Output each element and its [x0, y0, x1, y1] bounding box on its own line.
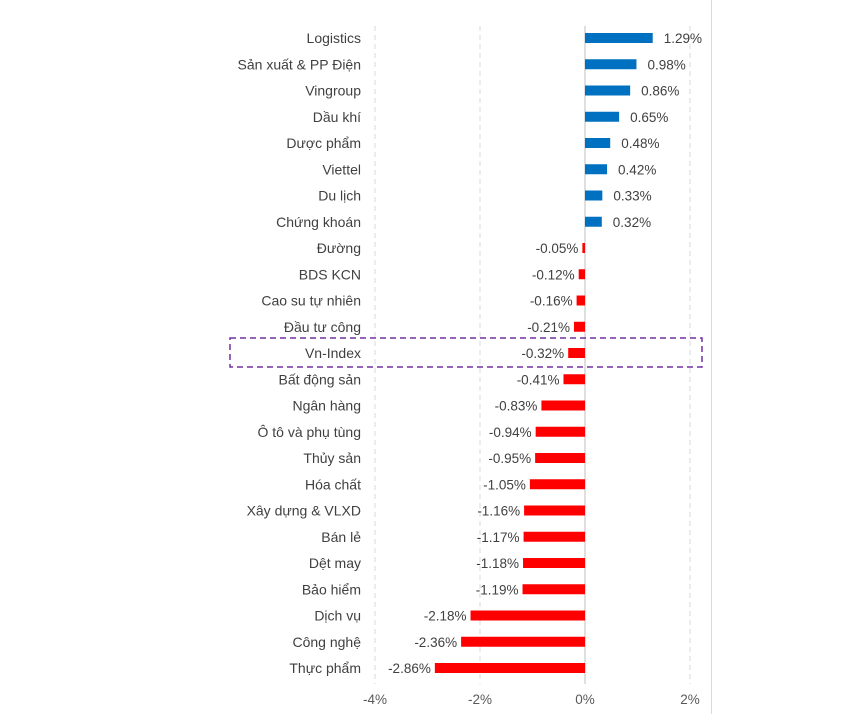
bar: [585, 33, 653, 43]
category-label: Công nghệ: [292, 634, 361, 650]
value-label: 0.48%: [621, 136, 659, 151]
bar: [576, 295, 585, 306]
value-label: 0.65%: [630, 110, 668, 125]
category-label: Du lịch: [318, 188, 361, 204]
value-label: 0.86%: [641, 84, 679, 99]
x-tick-label: -2%: [468, 692, 492, 707]
value-label: -2.18%: [424, 609, 467, 624]
value-label: -1.18%: [476, 556, 519, 571]
bar: [585, 59, 637, 70]
bar: [578, 269, 585, 280]
bar: [585, 164, 608, 175]
category-label: Sản xuất & PP Điện: [238, 56, 361, 72]
category-label: Dược phẩm: [286, 135, 361, 151]
value-label: 0.42%: [618, 162, 656, 177]
value-label: 0.33%: [613, 189, 651, 204]
value-label: -0.83%: [495, 399, 538, 414]
value-label: -0.16%: [530, 294, 573, 309]
value-label: -0.41%: [517, 372, 560, 387]
value-label: 0.98%: [647, 57, 685, 72]
value-label: 1.29%: [664, 31, 702, 46]
category-label: Dầu khí: [313, 109, 361, 125]
bar: [585, 216, 602, 227]
bar: [535, 453, 585, 463]
x-axis-ticks: -4% -2% 0% 2%: [363, 692, 700, 707]
category-label: Thực phẩm: [289, 660, 361, 676]
category-label: Hóa chất: [305, 476, 361, 492]
bar: [563, 374, 585, 385]
value-label: -0.94%: [489, 425, 532, 440]
category-label: Đầu tư công: [284, 319, 361, 335]
category-label: Vn-Index: [305, 345, 361, 361]
category-labels: Logistics Sản xuất & PP Điện Vingroup Dầu k…: [238, 30, 362, 676]
category-label: Thủy sản: [303, 450, 361, 466]
category-label: Viettel: [322, 161, 361, 177]
category-label: Bất động sản: [278, 371, 361, 387]
x-tick-label: 0%: [575, 692, 595, 707]
bar: [522, 584, 585, 595]
bar: [541, 400, 585, 411]
category-label: Dịch vụ: [314, 608, 361, 624]
value-label: -2.36%: [414, 635, 457, 650]
category-label: Dệt may: [309, 555, 361, 571]
category-label: Ngân hàng: [292, 398, 361, 414]
value-label: -0.05%: [536, 241, 579, 256]
category-label: Bán lẻ: [321, 529, 361, 545]
value-label: -0.12%: [532, 267, 575, 282]
bar: [573, 321, 585, 332]
bar: [585, 138, 611, 148]
highlight-layer: [229, 337, 703, 368]
value-label: 0.32%: [613, 215, 651, 230]
vn-index-highlight-box: [229, 337, 703, 368]
bar: [523, 531, 585, 542]
bars: [434, 33, 653, 673]
x-tick-label: 2%: [680, 692, 700, 707]
category-label: Logistics: [307, 30, 361, 46]
category-label: Cao su tự nhiên: [261, 293, 361, 309]
value-label: -1.17%: [477, 530, 520, 545]
bar: [461, 636, 585, 647]
value-label: -1.19%: [476, 582, 519, 597]
x-tick-label: -4%: [363, 692, 387, 707]
value-label: -0.21%: [527, 320, 570, 335]
value-label: -1.05%: [483, 477, 526, 492]
bar: [523, 558, 585, 568]
bar: [585, 111, 620, 122]
value-label: -0.95%: [488, 451, 531, 466]
value-label: -0.32%: [521, 346, 564, 361]
bar: [529, 479, 585, 490]
category-label: BDS KCN: [299, 266, 361, 282]
category-label: Bảo hiểm: [302, 581, 361, 597]
bar: [582, 243, 585, 253]
bar: [585, 190, 603, 201]
bar: [524, 505, 585, 516]
category-label: Ô tô và phụ tùng: [257, 424, 361, 440]
category-label: Xây dựng & VLXD: [247, 503, 361, 519]
category-label: Vingroup: [305, 83, 361, 99]
bar: [568, 348, 585, 358]
value-label: -1.16%: [477, 504, 520, 519]
value-labels: 1.29% 0.98% 0.86% 0.65% 0.48% 0.42% 0.33% 0.32%…: [388, 31, 702, 676]
category-label: Đường: [317, 240, 361, 256]
bar: [535, 426, 585, 437]
value-label: -2.86%: [388, 661, 431, 676]
bar: [585, 85, 631, 96]
bar: [434, 663, 585, 673]
bar: [470, 610, 585, 621]
category-label: Chứng khoán: [276, 214, 361, 230]
